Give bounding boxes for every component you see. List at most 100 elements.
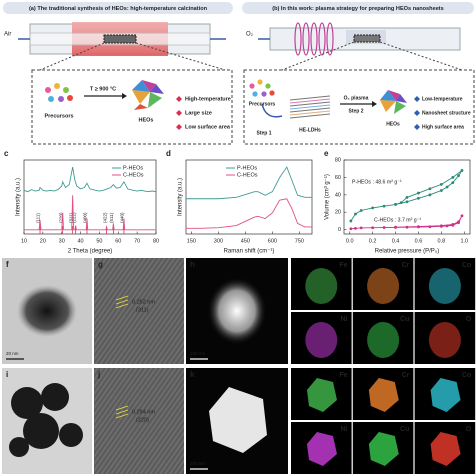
x-tick-label: 40 bbox=[78, 238, 84, 244]
element-signal bbox=[305, 322, 338, 358]
panel-b bbox=[242, 2, 475, 145]
data-point bbox=[405, 196, 409, 199]
element-label: Cu bbox=[400, 316, 409, 323]
step-arrow bbox=[261, 103, 283, 118]
data-point bbox=[359, 226, 363, 230]
particle bbox=[41, 383, 69, 411]
reflection-label: (400) bbox=[83, 212, 88, 223]
header-bg bbox=[3, 2, 233, 14]
micrograph bbox=[94, 368, 184, 474]
header-bg bbox=[242, 2, 474, 14]
data-point bbox=[371, 226, 375, 230]
data-point bbox=[399, 201, 403, 205]
series-label: P-HEOs : 48.6 m² g⁻¹ bbox=[352, 179, 402, 185]
x-tick-label: 1.0 bbox=[460, 238, 468, 244]
precursor-dots bbox=[249, 79, 275, 97]
feature: High-temperature bbox=[185, 96, 231, 102]
y-tick-label: 20 bbox=[335, 210, 341, 216]
intermediate-label: HE-LDHs bbox=[299, 127, 321, 133]
panel-title: (b) In this work: plasma strategy for pr… bbox=[272, 6, 444, 12]
element-label: Cu bbox=[400, 426, 409, 433]
reflection-label: (220) bbox=[58, 212, 63, 223]
panel-title: (a) The traditional synthesis of HEOs: h… bbox=[29, 6, 208, 12]
data-point bbox=[457, 220, 460, 224]
panel-label: f bbox=[6, 260, 9, 269]
data-point bbox=[460, 169, 464, 172]
panel-label: i bbox=[6, 370, 8, 379]
bullet bbox=[176, 124, 182, 130]
y-axis-label: Volume (cm³ g⁻¹) bbox=[325, 174, 331, 220]
data-point bbox=[405, 225, 409, 229]
plot-frame bbox=[343, 159, 471, 235]
ldh-layers bbox=[289, 95, 331, 119]
element-signal bbox=[428, 268, 461, 304]
feature: High surface area bbox=[422, 124, 464, 130]
d-spacing: 0.252 nm bbox=[132, 299, 155, 305]
element-signal bbox=[307, 378, 337, 412]
x-tick-label: 150 bbox=[187, 238, 196, 244]
reflection-label: (311) bbox=[68, 212, 73, 223]
element-signal bbox=[305, 268, 338, 304]
element-label: O bbox=[466, 316, 472, 323]
feature: Nanosheet structure bbox=[422, 110, 471, 116]
element-label: Cr bbox=[402, 372, 410, 379]
precursor-dots bbox=[45, 83, 73, 102]
y-axis-label: Intensity (a.u.) bbox=[16, 178, 22, 216]
x-tick-label: 750 bbox=[295, 238, 304, 244]
boat bbox=[103, 34, 137, 44]
series-line bbox=[23, 166, 157, 193]
x-axis-label: Raman shift (cm⁻¹) bbox=[224, 249, 275, 255]
lattice-plane: (220) bbox=[136, 417, 149, 423]
panel-label: c bbox=[4, 149, 9, 158]
bullet bbox=[414, 124, 420, 130]
data-point bbox=[445, 185, 449, 189]
y-tick-label: 40 bbox=[335, 192, 341, 198]
data-point bbox=[417, 196, 420, 200]
bullet bbox=[176, 110, 182, 116]
x-tick-label: 0.6 bbox=[415, 238, 423, 244]
product-label: HEOs bbox=[139, 117, 154, 123]
x-tick-label: 10 bbox=[21, 238, 27, 244]
precursors-label: Precursors bbox=[44, 113, 73, 119]
x-tick-label: 300 bbox=[214, 238, 223, 244]
x-tick-label: 70 bbox=[134, 238, 140, 244]
zoom-line bbox=[281, 41, 355, 71]
data-point bbox=[428, 225, 432, 229]
series-label: C-HEOs : 3.7 m² g⁻¹ bbox=[374, 217, 421, 223]
reflection-label: (111) bbox=[36, 213, 41, 223]
data-point bbox=[349, 227, 353, 231]
series-line bbox=[186, 166, 312, 200]
element-signal bbox=[430, 432, 461, 466]
x-tick-label: 80 bbox=[153, 238, 159, 244]
particle bbox=[17, 285, 77, 337]
data-point bbox=[394, 225, 397, 229]
reflection-label: (440) bbox=[120, 212, 125, 223]
lattice-plane: (311) bbox=[136, 307, 149, 313]
panel-label: k bbox=[190, 370, 195, 379]
reflection-label: (511) bbox=[109, 212, 114, 223]
particle bbox=[59, 423, 83, 447]
precursors-label: Precursors bbox=[249, 101, 276, 107]
element-label: Co bbox=[462, 372, 471, 379]
series-line bbox=[350, 170, 463, 222]
y-tick-label: 80 bbox=[335, 157, 341, 163]
fringe-marker bbox=[115, 413, 129, 419]
x-tick-label: 600 bbox=[268, 238, 277, 244]
reflection-label: (422) bbox=[102, 212, 107, 223]
condition-label: T ≥ 900 °C bbox=[90, 86, 116, 92]
bullet bbox=[414, 110, 420, 116]
series-line bbox=[24, 195, 156, 231]
zoom-line bbox=[135, 42, 226, 71]
feature: Low-temperature bbox=[422, 96, 463, 102]
panel-label: d bbox=[166, 149, 171, 158]
data-point bbox=[439, 189, 443, 192]
scale-label: 20 nm bbox=[6, 351, 19, 356]
fringe-marker bbox=[115, 299, 129, 305]
data-point bbox=[371, 206, 375, 210]
data-point bbox=[354, 226, 357, 230]
particle bbox=[23, 413, 59, 449]
fringe-marker bbox=[115, 303, 129, 309]
element-signal bbox=[367, 268, 400, 304]
panel-label: e bbox=[324, 149, 329, 158]
